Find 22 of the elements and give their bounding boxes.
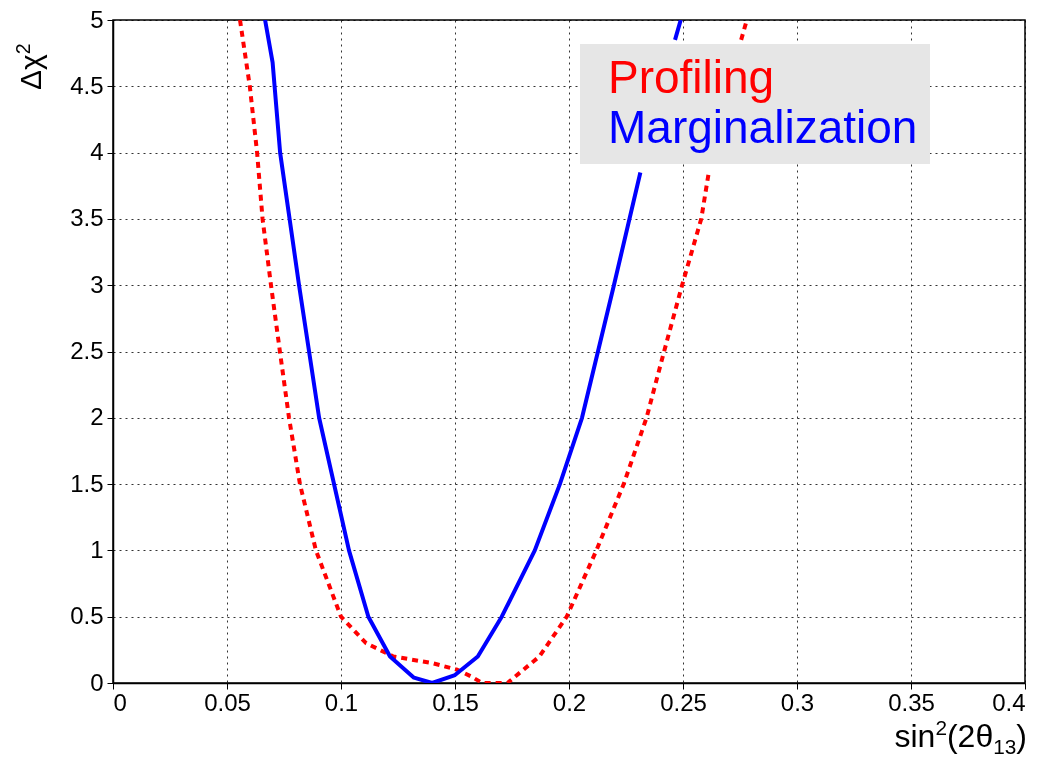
x-tick-label: 0.3 bbox=[780, 688, 815, 716]
y-tick-label: 0 bbox=[90, 668, 104, 696]
y-tick-label: 4.5 bbox=[70, 71, 104, 99]
y-tick-label: 1.5 bbox=[70, 469, 104, 497]
y-tick-label: 1 bbox=[90, 535, 104, 563]
x-tick-label: 0.1 bbox=[324, 688, 359, 716]
series-label: Profiling bbox=[608, 51, 775, 103]
x-tick-label: 0.15 bbox=[432, 688, 479, 716]
x-tick-label: 0.4 bbox=[992, 688, 1026, 716]
y-tick-label: 2.5 bbox=[70, 337, 104, 364]
y-tick-label: 3 bbox=[90, 270, 104, 298]
y-tick-label: 5 bbox=[90, 5, 104, 33]
x-tick-label: 0.2 bbox=[552, 688, 587, 716]
x-tick-label: 0.35 bbox=[888, 688, 935, 716]
y-tick-label: 4 bbox=[90, 138, 104, 166]
x-axis-title: sin$^{2}$(2θ$_{13}$) bbox=[894, 716, 1027, 759]
y-tick-label: 3.5 bbox=[70, 204, 104, 232]
y-tick-label: 2 bbox=[90, 403, 104, 431]
y-tick-label: 0.5 bbox=[70, 602, 104, 630]
x-tick-label: 0.25 bbox=[660, 688, 707, 716]
x-tick-label: 0 bbox=[113, 688, 127, 716]
x-tick-label: 0.05 bbox=[204, 688, 251, 716]
